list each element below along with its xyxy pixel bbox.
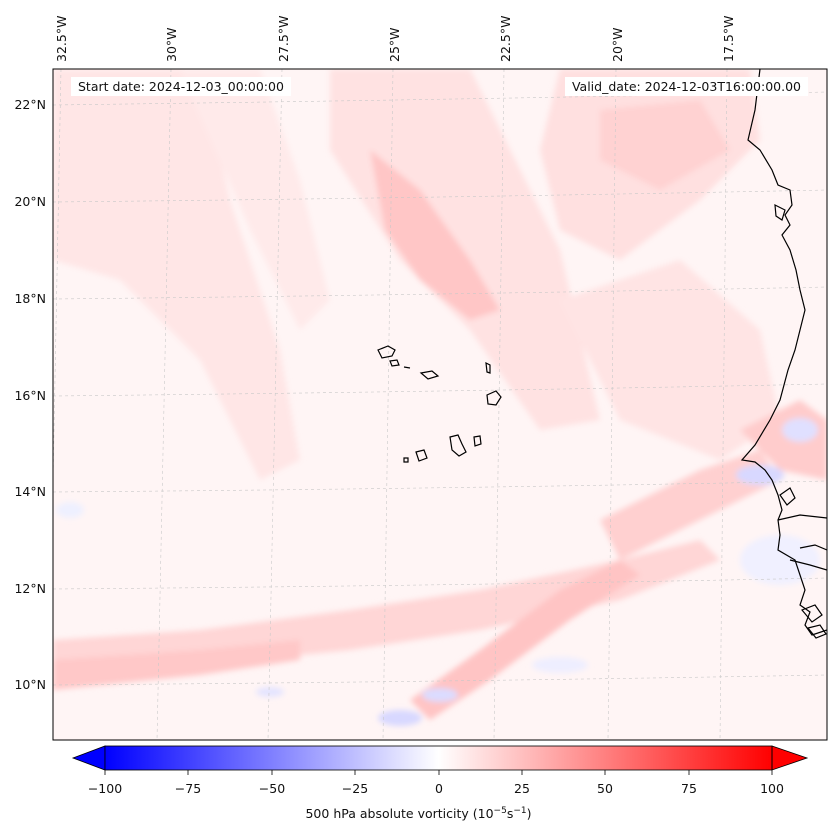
colorbar-tick-label: −25 (341, 781, 369, 796)
lon-label-30w: 30°W (164, 27, 179, 62)
lat-label-12n: 12°N (14, 581, 46, 596)
lat-label-20n: 20°N (14, 194, 46, 209)
colorbar-tick-label: 0 (435, 781, 443, 796)
lat-label-22n: 22°N (14, 97, 46, 112)
colorbar-title-text: 500 hPa absolute vorticity (10 (305, 806, 494, 822)
lon-label-25w: 25°W (387, 27, 402, 62)
graticule (53, 69, 827, 740)
lat-label-18n: 18°N (14, 291, 46, 306)
lat-label-14n: 14°N (14, 484, 46, 499)
lon-label-17-5w: 17.5°W (721, 15, 736, 62)
colorbar-tick-label: 100 (760, 781, 784, 796)
valid-date-label: Valid_date: 2024-12-03T16:00:00.00 (564, 77, 808, 96)
colorbar (71, 745, 809, 775)
lon-label-27-5w: 27.5°W (276, 15, 291, 62)
colorbar-tick-label: −75 (174, 781, 202, 796)
lat-label-16n: 16°N (14, 388, 46, 403)
colorbar-tick-label: 75 (681, 781, 697, 796)
colorbar-tick-label: −50 (258, 781, 286, 796)
colorbar-title-mid: s (506, 806, 514, 822)
colorbar-extend-min (71, 745, 106, 771)
colorbar-title: 500 hPa absolute vorticity (10−5s−1) (0, 806, 837, 821)
lat-label-10n: 10°N (14, 677, 46, 692)
coastline (740, 69, 827, 639)
colorbar-title-end: ) (526, 806, 532, 822)
colorbar-title-exp2: −1 (513, 806, 527, 816)
colorbar-tick-label: −100 (87, 781, 123, 796)
colorbar-extend-max (771, 745, 809, 771)
map-frame (52, 68, 828, 741)
lon-label-20w: 20°W (610, 27, 625, 62)
colorbar-tick-label: 50 (597, 781, 613, 796)
colorbar-title-exp1: −5 (493, 806, 507, 816)
start-date-label: Start date: 2024-12-03_00:00:00 (71, 77, 291, 96)
colorbar-tick-label: 25 (514, 781, 530, 796)
cape-verde-islands (377, 345, 502, 463)
lon-label-32-5w: 32.5°W (54, 15, 69, 62)
vorticity-field (53, 69, 827, 740)
colorbar-gradient (105, 746, 772, 770)
lon-label-22-5w: 22.5°W (498, 15, 513, 62)
